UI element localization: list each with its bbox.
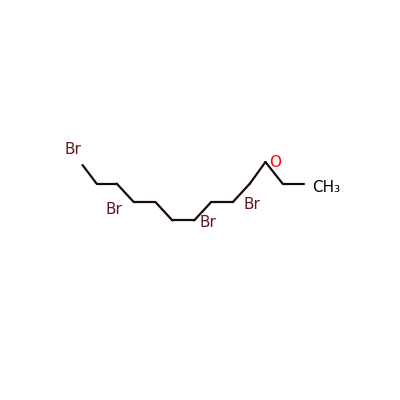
Text: Br: Br: [105, 202, 122, 217]
Text: CH₃: CH₃: [312, 180, 340, 195]
Text: O: O: [269, 155, 281, 170]
Text: Br: Br: [243, 197, 260, 212]
Text: Br: Br: [200, 216, 216, 230]
Text: Br: Br: [65, 142, 82, 157]
